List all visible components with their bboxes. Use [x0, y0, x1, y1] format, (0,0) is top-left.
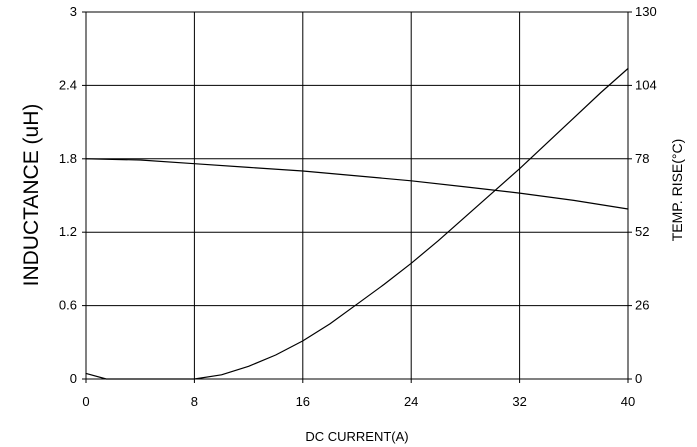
grid-lines [85, 11, 629, 380]
x-tick-label: 16 [296, 394, 310, 409]
y2-tick-label: 26 [635, 298, 649, 313]
y2-tick-label: 130 [635, 4, 657, 19]
y-tick-label: 0 [70, 371, 77, 386]
series-layer [85, 67, 629, 380]
y-tick-labels: 0 0.6 1.2 1.8 2.4 3 [59, 4, 86, 386]
y-axis-label: INDUCTANCE (uH) [20, 104, 43, 287]
x-tick-label: 40 [621, 394, 635, 409]
x-tick-label: 8 [191, 394, 198, 409]
y-tick-label: 2.4 [59, 77, 77, 92]
y2-tick-labels: 0 26 52 78 104 130 [628, 4, 657, 386]
y-tick-label: 1.2 [59, 224, 77, 239]
y-tick-label: 3 [70, 4, 77, 19]
x-tick-label: 24 [404, 394, 418, 409]
plot-frame [85, 11, 629, 380]
series-line-temp-rise [85, 67, 629, 380]
y2-tick-label: 0 [635, 371, 642, 386]
y-tick-label: 1.8 [59, 151, 77, 166]
y-tick-label: 0.6 [59, 298, 77, 313]
y2-axis-label: TEMP. RISE(°C) [669, 139, 685, 242]
x-tick-label: 32 [512, 394, 526, 409]
y2-tick-label: 78 [635, 151, 649, 166]
x-tick-labels: 0 8 16 24 32 40 [82, 379, 635, 409]
x-axis-label: DC CURRENT(A) [305, 429, 408, 444]
series-line-inductance [85, 158, 629, 210]
x-tick-label: 0 [82, 394, 89, 409]
y2-tick-label: 104 [635, 77, 657, 92]
y2-tick-label: 52 [635, 224, 649, 239]
